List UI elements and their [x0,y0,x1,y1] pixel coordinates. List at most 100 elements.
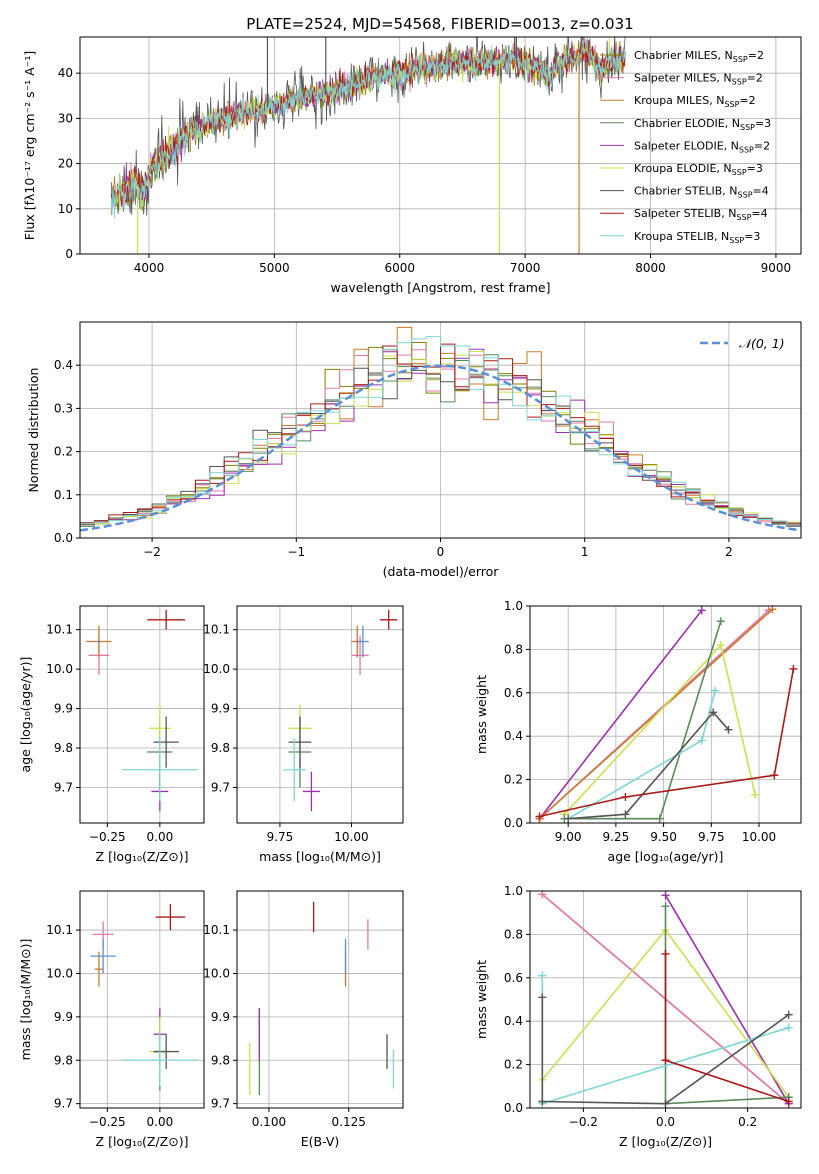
y-tick-label: 0.0 [504,1101,523,1115]
chart-weight_vs_Z: −0.2 0.0 0.2 0.0 0.2 0.4 0.6 0.8 1.0 Z [log₁₀(Z/Z… [474,884,802,1149]
x-tick-label: 0.00 [147,830,174,844]
x-tick-label: 4000 [134,261,165,275]
x-axis-label: Z [log₁₀(Z/Z⊙)] [96,1134,189,1149]
x-tick-label: 9.75 [698,830,725,844]
y-tick-label: 10.0 [203,966,230,980]
y-tick-label: 0.0 [504,816,523,830]
weight-line-chabrier_stelib [541,997,790,1105]
x-tick-label: 9.25 [603,830,630,844]
y-tick-label: 0.2 [504,1058,523,1072]
legend-label: Chabrier STELIB, NSSP=4 [634,185,769,200]
weight-marker [538,971,547,980]
x-tick-label: 7000 [510,261,541,275]
y-tick-label: 30 [58,111,73,125]
y-tick-label: 0.8 [504,642,523,656]
y-tick-label: 9.7 [211,1097,230,1111]
chart-age_vs_Z: −0.25 0.00 9.7 9.8 9.9 10.0 10.1 Z [log₁₀(Z/Z⊙)… [18,605,205,864]
y-tick-label: 0.4 [504,1014,523,1028]
y-tick-label: 10.0 [46,966,73,980]
histogram-salpeter_miles [80,349,801,527]
y-tick-label: 9.9 [54,1010,73,1024]
weight-marker [724,725,733,734]
histogram-salpeter_stelib [80,343,801,528]
axes-frame [236,605,404,824]
y-tick-label: 0.4 [504,729,523,743]
y-axis-label: Normed distribution [26,368,41,493]
x-tick-label: 9000 [761,261,792,275]
weight-marker [770,771,779,780]
y-tick-label: 10.1 [46,623,73,637]
x-tick-label: −0.25 [89,830,126,844]
y-tick-label: 0.4 [54,358,73,372]
y-tick-label: 0.1 [54,488,73,502]
y-tick-label: 0.3 [54,401,73,415]
y-tick-label: 9.8 [211,1053,230,1067]
weight-lines [535,605,798,823]
chart-mass_vs_ebv: 0.100 0.125 9.7 9.8 9.9 10.0 10.1 E(B-V) [203,890,404,1149]
y-axis-label: mass weight [474,960,489,1039]
weight-marker [697,736,706,745]
x-tick-label: 0.0 [656,1115,675,1129]
weight-marker [697,606,706,615]
legend-label: Chabrier MILES, NSSP=2 [634,49,764,64]
legend-label: Salpeter STELIB, NSSP=4 [634,207,768,222]
weight-marker [538,1097,547,1106]
y-tick-label: 9.9 [54,702,73,716]
legend-label: 𝒩(0, 1) [739,336,785,351]
histogram-kroupa_stelib [80,336,801,528]
y-tick-label: 9.8 [54,1053,73,1067]
axes-frame [529,605,802,824]
weight-lines [538,890,793,1108]
weight-marker [784,1023,793,1032]
y-tick-label: 0 [65,247,73,261]
x-tick-label: 5000 [259,261,290,275]
axes-frame [79,36,802,255]
weight-marker [784,1097,793,1106]
y-tick-label: 9.7 [54,780,73,794]
chart-residuals: −2 −1 0 1 2 0.0 0.1 0.2 0.3 0.4 (data-model)/error… [26,321,802,579]
y-tick-label: 20 [58,157,73,171]
x-tick-label: −0.2 [569,1115,598,1129]
spectrum-kroupa_elodie [110,38,626,212]
weight-marker [661,891,670,900]
chart-weight_vs_age: 9.00 9.25 9.50 9.75 10.00 0.0 0.2 0.4 0.6 0.8 1.0 a… [474,599,802,864]
y-tick-label: 10.0 [203,662,230,676]
x-tick-label: 0.00 [147,1115,174,1129]
error-bars [282,609,398,812]
weight-marker [661,902,670,911]
weight-line-chabrier_stelib [568,711,730,820]
figure-title: PLATE=2524, MJD=54568, FIBERID=0013, z=0… [246,15,633,33]
x-tick-label: 9.50 [650,830,677,844]
y-tick-label: 1.0 [504,884,523,898]
axes-frame [79,605,205,824]
x-axis-label: E(B-V) [301,1134,340,1149]
y-axis-label: mass [log₁₀(M/M⊙)] [18,939,33,1061]
weight-marker [716,641,725,650]
x-tick-label: 0.125 [332,1115,366,1129]
error-bars [90,904,198,1091]
y-tick-label: 0.2 [504,773,523,787]
error-bars [249,901,395,1095]
x-tick-label: −2 [143,545,161,559]
legend-label: Salpeter ELODIE, NSSP=2 [634,139,770,154]
chart-mass_vs_Z: −0.25 0.00 9.7 9.8 9.9 10.0 10.1 Z [log₁₀(Z/Z⊙)… [18,890,205,1149]
weight-marker [564,814,573,823]
x-axis-label: Z [log₁₀(Z/Z⊙)] [96,849,189,864]
y-tick-label: 0.6 [504,686,523,700]
weight-marker [661,949,670,958]
weight-marker [661,1056,670,1065]
x-axis-label: wavelength [Angstrom, rest frame] [330,280,550,295]
weight-marker [751,790,760,799]
y-tick-label: 10 [58,202,73,216]
y-tick-label: 0.2 [54,445,73,459]
error-bars [86,609,198,812]
weight-marker [768,605,777,614]
chart-spectrum: 4000 5000 6000 7000 8000 9000 0 10 20 30 40 wavelen… [22,36,802,295]
legend-label: Kroupa ELODIE, NSSP=3 [634,162,763,177]
x-tick-label: 2 [725,545,733,559]
axes-frame [79,890,205,1109]
y-tick-label: 1.0 [504,599,523,613]
y-tick-label: 9.7 [54,1097,73,1111]
spectrum-kroupa_stelib [110,39,626,219]
y-tick-label: 0.0 [54,531,73,545]
